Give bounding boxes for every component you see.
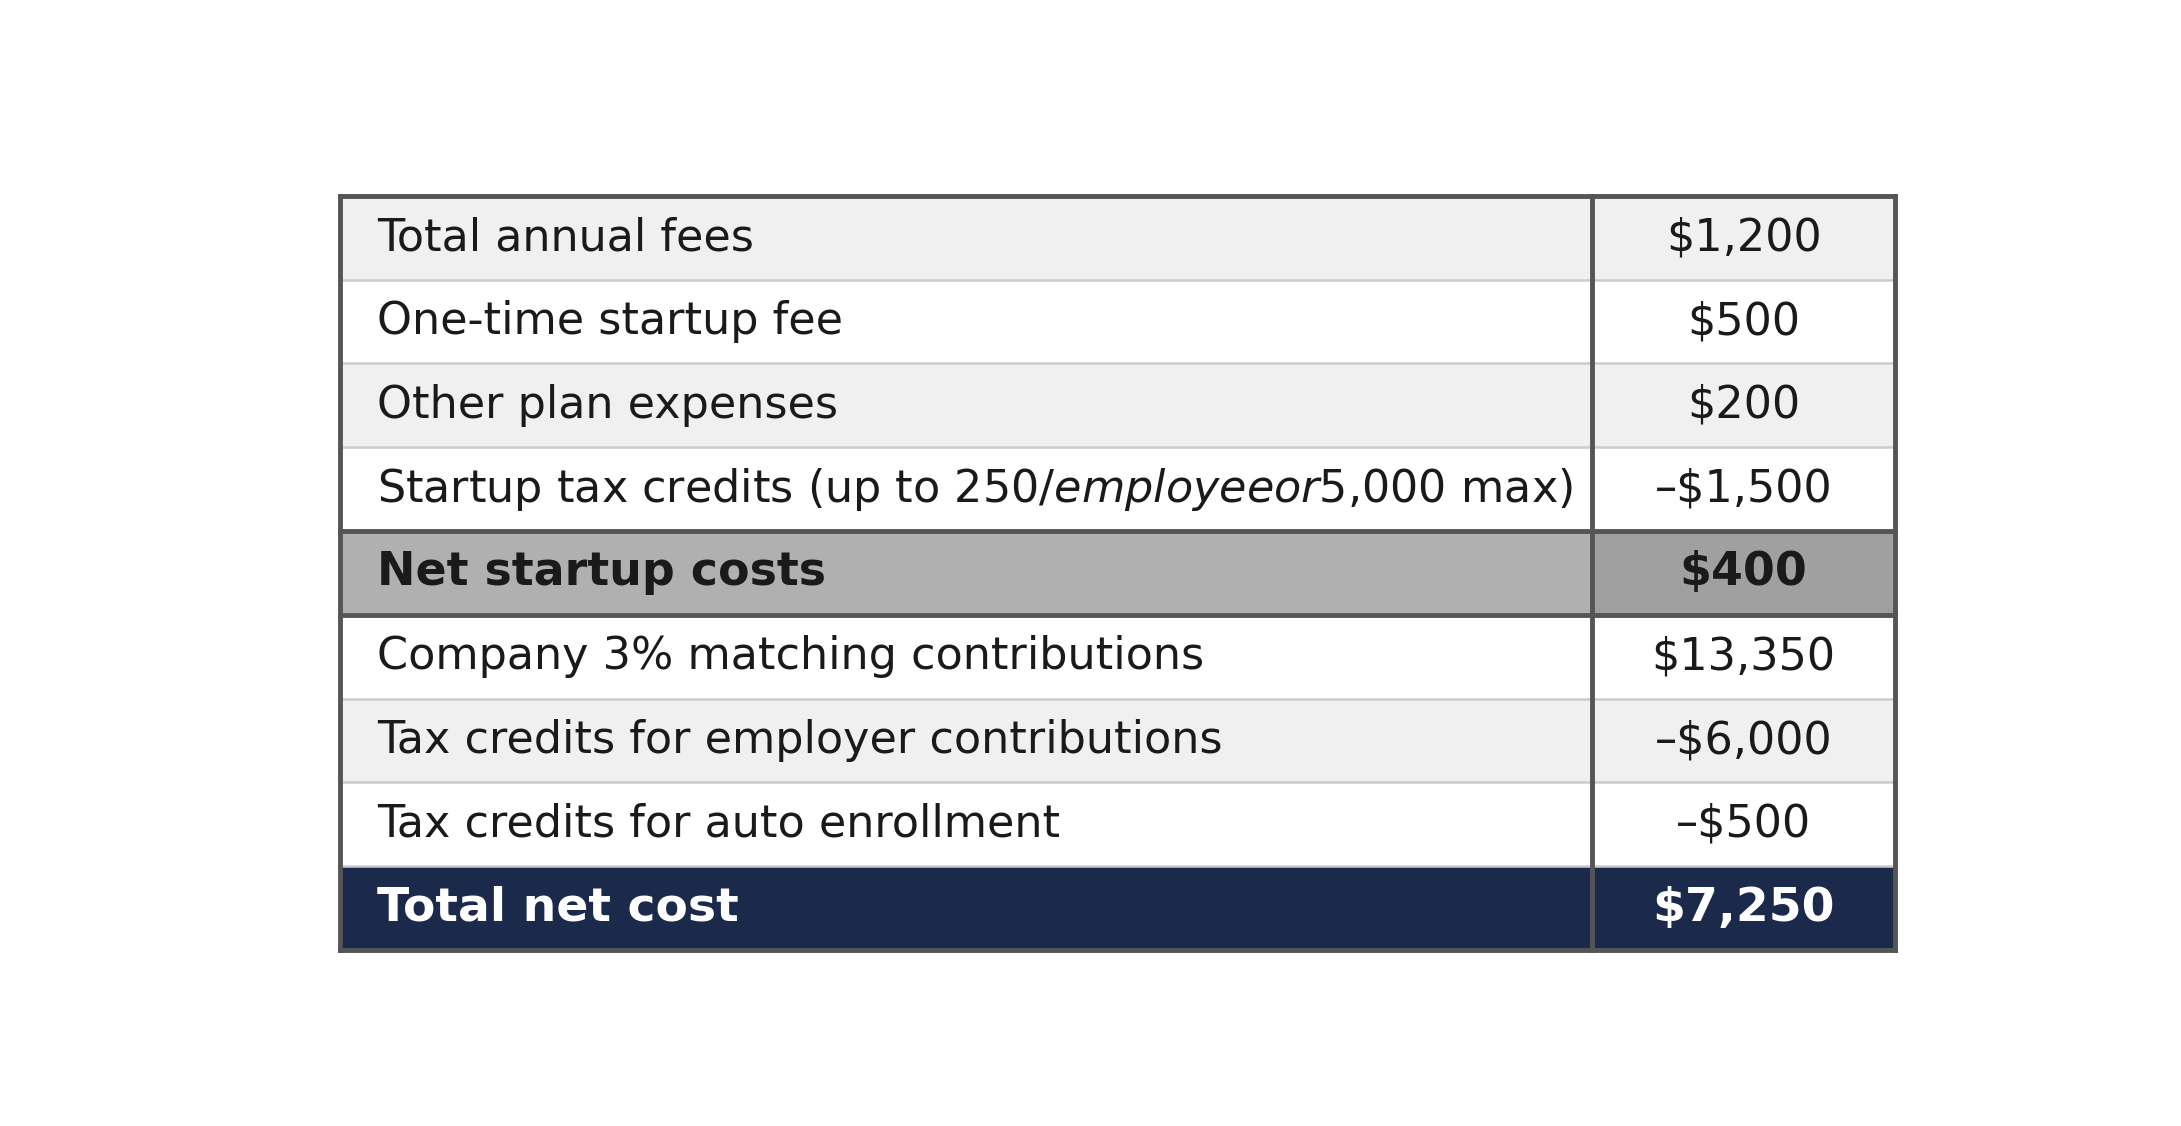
Text: $200: $200 [1688, 384, 1799, 427]
Text: Company 3% matching contributions: Company 3% matching contributions [377, 635, 1204, 678]
Text: Startup tax credits (up to $250/employee or $5,000 max): Startup tax credits (up to $250/employee… [377, 466, 1573, 512]
Bar [1592, 783, 1895, 866]
Text: –$500: –$500 [1675, 803, 1810, 846]
Text: $1,200: $1,200 [1666, 216, 1821, 259]
Bar [1592, 531, 1895, 615]
Text: Total annual fees: Total annual fees [377, 216, 755, 259]
Bar [1592, 698, 1895, 783]
Text: One-time startup fee: One-time startup fee [377, 300, 844, 343]
Bar [340, 866, 1592, 950]
Bar [1592, 447, 1895, 531]
Bar [340, 447, 1592, 531]
Bar [1592, 364, 1895, 447]
Text: Tax credits for employer contributions: Tax credits for employer contributions [377, 720, 1224, 762]
Bar [1592, 615, 1895, 698]
Text: Tax credits for auto enrollment: Tax credits for auto enrollment [377, 803, 1060, 846]
Text: Total net cost: Total net cost [377, 886, 739, 931]
Bar [1592, 279, 1895, 364]
Text: $500: $500 [1688, 300, 1799, 343]
Bar [340, 615, 1592, 698]
Text: $7,250: $7,250 [1653, 886, 1834, 931]
Bar [340, 698, 1592, 783]
Bar [1592, 196, 1895, 279]
Text: –$6,000: –$6,000 [1655, 720, 1832, 762]
Bar [340, 783, 1592, 866]
Text: Other plan expenses: Other plan expenses [377, 384, 838, 427]
Text: –$1,500: –$1,500 [1655, 467, 1832, 511]
Bar [1592, 866, 1895, 950]
Bar [340, 531, 1592, 615]
Bar [340, 196, 1592, 279]
Bar [340, 279, 1592, 364]
Text: $400: $400 [1679, 551, 1808, 596]
Text: Net startup costs: Net startup costs [377, 551, 827, 596]
Text: $13,350: $13,350 [1651, 635, 1836, 678]
Bar [340, 364, 1592, 447]
